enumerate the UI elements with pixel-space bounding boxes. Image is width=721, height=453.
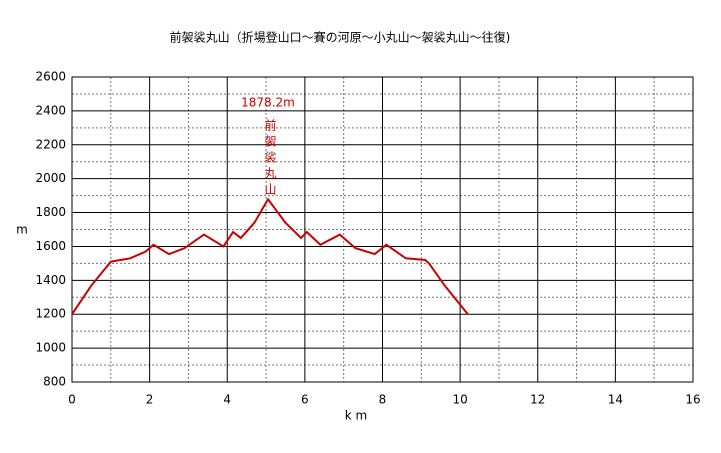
y-tick-label: 2600 [35,70,66,84]
y-tick-label: 2400 [35,103,66,117]
y-tick-label: 1800 [35,205,66,219]
x-tick-label: 14 [608,393,623,407]
y-tick-label: 1200 [35,307,66,321]
x-axis-label: k m [345,409,367,423]
y-tick-label: 1000 [35,341,66,355]
peak-elevation-label: 1878.2m [241,96,295,110]
y-tick-label: 1600 [35,239,66,253]
plot-frame [71,76,694,383]
chart-title: 前袈裟丸山（折場登山口～賽の河原～小丸山～袈裟丸山～往復) [170,30,511,45]
y-tick-label: 800 [43,375,66,389]
x-tick-label: 6 [301,393,309,407]
x-tick-label: 2 [146,393,154,407]
x-tick-label: 4 [223,393,231,407]
x-tick-label: 0 [68,393,76,407]
x-tick-label: 16 [685,393,700,407]
y-axis-label: m [16,223,28,237]
elevation-line [71,197,469,315]
y-tick-label: 1400 [35,273,66,287]
x-tick-label: 8 [379,393,387,407]
peak-name-label: 前袈裟丸山 [263,118,277,199]
y-tick-label: 2200 [35,137,66,151]
x-tick-label: 12 [530,393,545,407]
x-tick-label: 10 [452,393,467,407]
y-tick-label: 2000 [35,171,66,185]
